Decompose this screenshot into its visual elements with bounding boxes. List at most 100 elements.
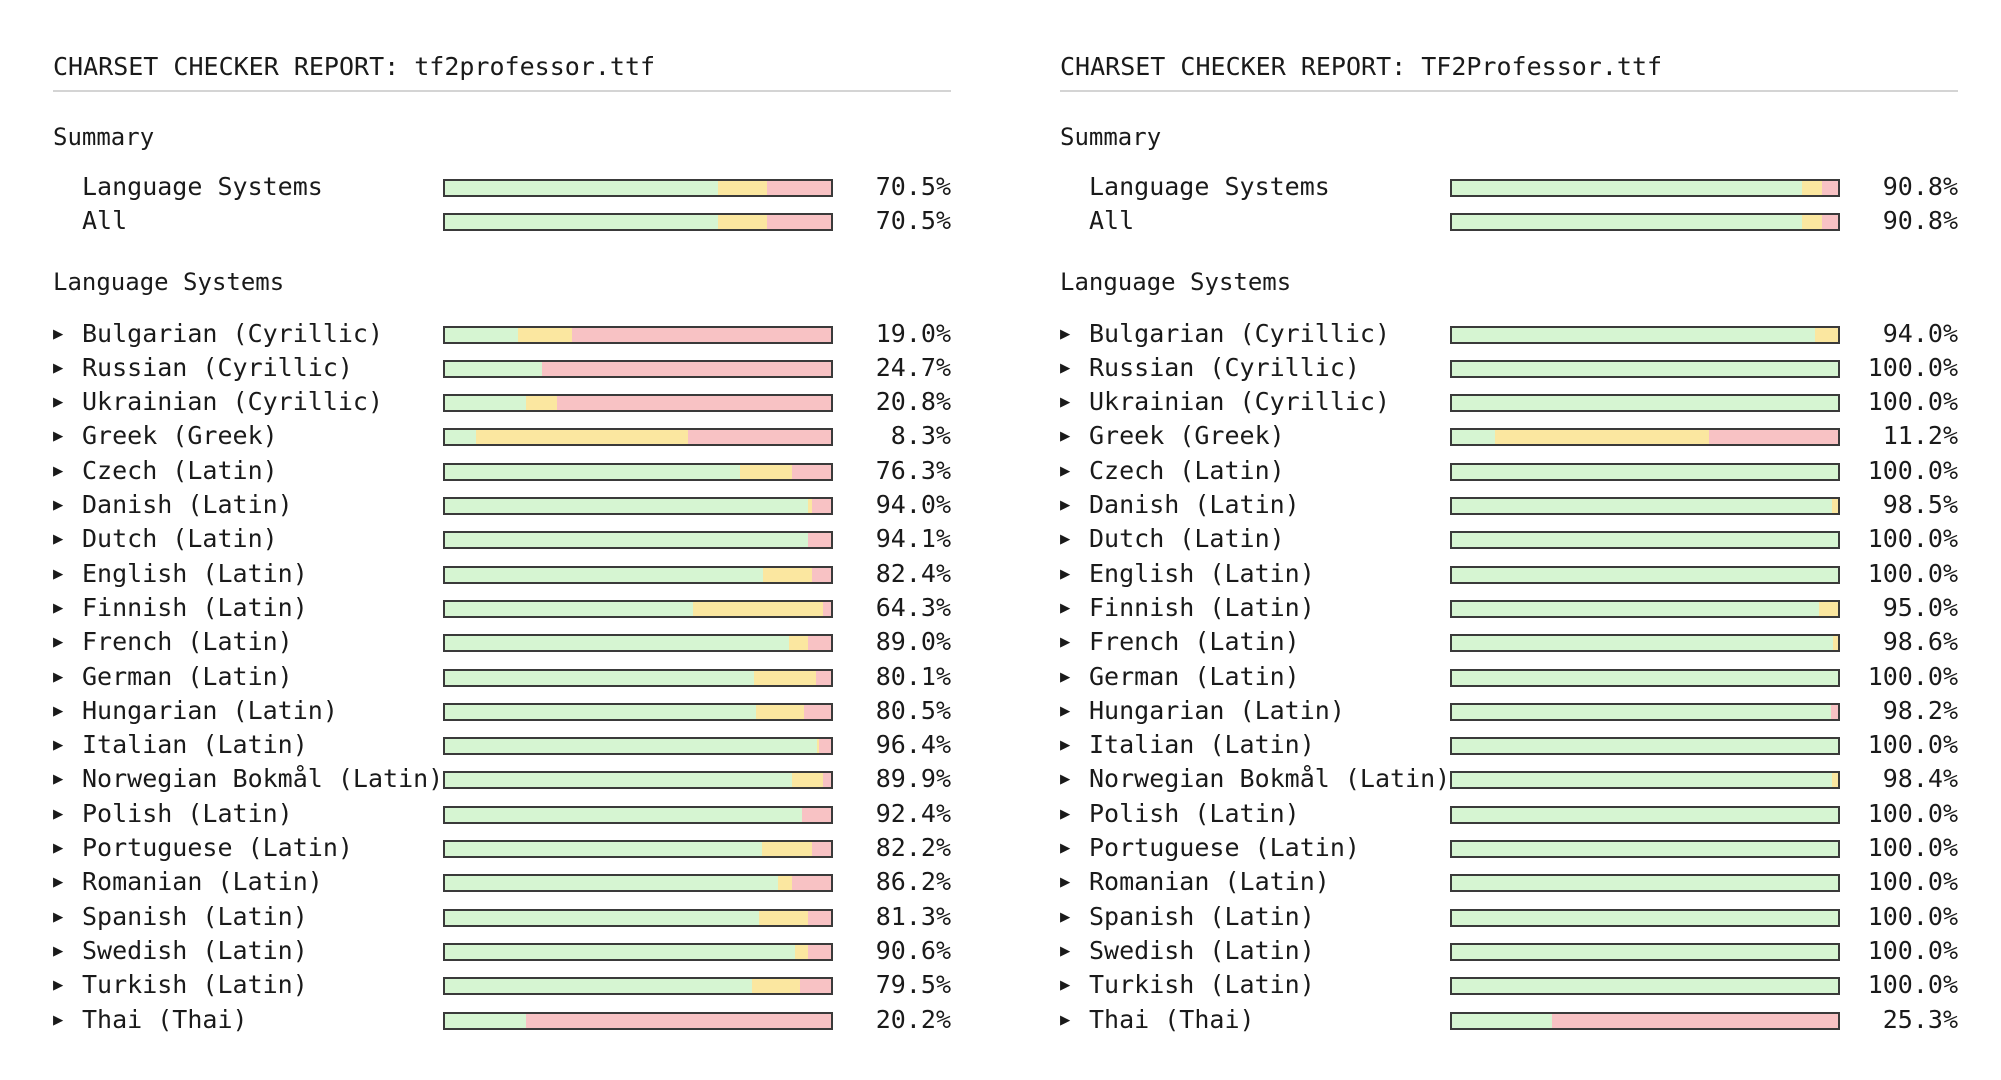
language-row[interactable]: ▶ Finnish (Latin) 64.3% <box>53 591 951 625</box>
language-row[interactable]: ▶ Danish (Latin) 94.0% <box>53 488 951 522</box>
triangle-right-icon[interactable]: ▶ <box>1060 563 1071 584</box>
triangle-right-icon[interactable]: ▶ <box>53 735 64 756</box>
triangle-right-icon[interactable]: ▶ <box>1060 495 1071 516</box>
triangle-right-icon[interactable]: ▶ <box>1060 1009 1071 1030</box>
language-row[interactable]: ▶ Norwegian Bokmål (Latin) 89.9% <box>53 762 951 796</box>
language-row[interactable]: ▶ Romanian (Latin) 86.2% <box>53 865 951 899</box>
language-row[interactable]: ▶ Thai (Thai) 25.3% <box>1060 1003 1958 1037</box>
triangle-right-icon[interactable]: ▶ <box>1060 940 1071 961</box>
triangle-right-icon[interactable]: ▶ <box>1060 323 1071 344</box>
triangle-right-icon[interactable]: ▶ <box>1060 769 1071 790</box>
language-row[interactable]: ▶ Portuguese (Latin) 82.2% <box>53 831 951 865</box>
triangle-right-icon[interactable]: ▶ <box>53 872 64 893</box>
language-row[interactable]: ▶ German (Latin) 100.0% <box>1060 660 1958 694</box>
triangle-right-icon[interactable]: ▶ <box>1060 666 1071 687</box>
language-row[interactable]: ▶ French (Latin) 98.6% <box>1060 625 1958 659</box>
triangle-right-icon[interactable]: ▶ <box>53 597 64 618</box>
triangle-right-icon[interactable]: ▶ <box>53 975 64 996</box>
language-row[interactable]: ▶ English (Latin) 82.4% <box>53 557 951 591</box>
coverage-complete-segment <box>445 944 795 959</box>
triangle-right-icon[interactable]: ▶ <box>53 460 64 481</box>
coverage-complete-segment <box>445 533 809 548</box>
triangle-right-icon[interactable]: ▶ <box>53 426 64 447</box>
language-row[interactable]: ▶ French (Latin) 89.0% <box>53 625 951 659</box>
language-row[interactable]: ▶ Hungarian (Latin) 98.2% <box>1060 694 1958 728</box>
coverage-partial-segment <box>1832 636 1838 651</box>
coverage-bar <box>443 634 833 653</box>
language-row[interactable]: ▶ Romanian (Latin) 100.0% <box>1060 865 1958 899</box>
language-row[interactable]: ▶ Greek (Greek) 8.3% <box>53 419 951 453</box>
language-row[interactable]: ▶ Thai (Thai) 20.2% <box>53 1003 951 1037</box>
coverage-percent: 80.5% <box>875 695 951 725</box>
language-row[interactable]: ▶ Ukrainian (Cyrillic) 100.0% <box>1060 385 1958 419</box>
language-row[interactable]: ▶ Dutch (Latin) 100.0% <box>1060 522 1958 556</box>
triangle-right-icon[interactable]: ▶ <box>1060 392 1071 413</box>
triangle-right-icon[interactable]: ▶ <box>1060 803 1071 824</box>
row-label: Language Systems <box>82 172 323 201</box>
coverage-bar <box>1450 394 1840 413</box>
language-row[interactable]: ▶ Norwegian Bokmål (Latin) 98.4% <box>1060 762 1958 796</box>
coverage-complete-segment <box>445 773 792 788</box>
coverage-bar <box>1450 179 1840 197</box>
language-row[interactable]: ▶ Turkish (Latin) 100.0% <box>1060 968 1958 1002</box>
language-row[interactable]: ▶ Hungarian (Latin) 80.5% <box>53 694 951 728</box>
triangle-right-icon[interactable]: ▶ <box>53 803 64 824</box>
language-row[interactable]: ▶ Polish (Latin) 100.0% <box>1060 797 1958 831</box>
language-row[interactable]: ▶ Ukrainian (Cyrillic) 20.8% <box>53 385 951 419</box>
triangle-right-icon[interactable]: ▶ <box>1060 632 1071 653</box>
language-row[interactable]: ▶ Portuguese (Latin) 100.0% <box>1060 831 1958 865</box>
language-row[interactable]: ▶ Swedish (Latin) 100.0% <box>1060 934 1958 968</box>
language-row[interactable]: ▶ Swedish (Latin) 90.6% <box>53 934 951 968</box>
language-row[interactable]: ▶ Turkish (Latin) 79.5% <box>53 968 951 1002</box>
row-label: Russian (Cyrillic) <box>1089 352 1360 382</box>
triangle-right-icon[interactable]: ▶ <box>53 906 64 927</box>
triangle-right-icon[interactable]: ▶ <box>1060 872 1071 893</box>
triangle-right-icon[interactable]: ▶ <box>53 529 64 550</box>
row-label: Thai (Thai) <box>1089 1004 1255 1034</box>
language-row[interactable]: ▶ Russian (Cyrillic) 100.0% <box>1060 351 1958 385</box>
triangle-right-icon[interactable]: ▶ <box>53 940 64 961</box>
coverage-percent: 98.6% <box>1882 627 1958 657</box>
row-label: German (Latin) <box>82 661 293 691</box>
language-row[interactable]: ▶ Spanish (Latin) 100.0% <box>1060 900 1958 934</box>
language-row[interactable]: ▶ Finnish (Latin) 95.0% <box>1060 591 1958 625</box>
language-row[interactable]: ▶ Danish (Latin) 98.5% <box>1060 488 1958 522</box>
triangle-right-icon[interactable]: ▶ <box>53 357 64 378</box>
triangle-right-icon[interactable]: ▶ <box>53 323 64 344</box>
language-row[interactable]: ▶ Bulgarian (Cyrillic) 19.0% <box>53 317 951 351</box>
triangle-right-icon[interactable]: ▶ <box>1060 975 1071 996</box>
language-row[interactable]: ▶ Czech (Latin) 100.0% <box>1060 454 1958 488</box>
triangle-right-icon[interactable]: ▶ <box>53 632 64 653</box>
triangle-right-icon[interactable]: ▶ <box>1060 597 1071 618</box>
language-row[interactable]: ▶ Czech (Latin) 76.3% <box>53 454 951 488</box>
triangle-right-icon[interactable]: ▶ <box>53 563 64 584</box>
language-row[interactable]: ▶ Polish (Latin) 92.4% <box>53 797 951 831</box>
language-row[interactable]: ▶ Spanish (Latin) 81.3% <box>53 900 951 934</box>
language-row[interactable]: ▶ Italian (Latin) 96.4% <box>53 728 951 762</box>
triangle-right-icon[interactable]: ▶ <box>1060 906 1071 927</box>
language-row[interactable]: ▶ English (Latin) 100.0% <box>1060 557 1958 591</box>
triangle-right-icon[interactable]: ▶ <box>1060 529 1071 550</box>
triangle-right-icon[interactable]: ▶ <box>53 769 64 790</box>
triangle-right-icon[interactable]: ▶ <box>53 666 64 687</box>
language-row[interactable]: ▶ Russian (Cyrillic) 24.7% <box>53 351 951 385</box>
triangle-right-icon[interactable]: ▶ <box>1060 426 1071 447</box>
triangle-right-icon[interactable]: ▶ <box>1060 357 1071 378</box>
coverage-missing-segment <box>541 361 831 376</box>
triangle-right-icon[interactable]: ▶ <box>53 838 64 859</box>
triangle-right-icon[interactable]: ▶ <box>1060 700 1071 721</box>
coverage-percent: 100.0% <box>1867 352 1958 382</box>
language-row[interactable]: ▶ German (Latin) 80.1% <box>53 660 951 694</box>
coverage-complete-segment <box>445 704 756 719</box>
language-row[interactable]: ▶ Italian (Latin) 100.0% <box>1060 728 1958 762</box>
triangle-right-icon[interactable]: ▶ <box>53 1009 64 1030</box>
language-row[interactable]: ▶ Dutch (Latin) 94.1% <box>53 522 951 556</box>
language-row[interactable]: ▶ Greek (Greek) 11.2% <box>1060 419 1958 453</box>
triangle-right-icon[interactable]: ▶ <box>1060 838 1071 859</box>
triangle-right-icon[interactable]: ▶ <box>53 700 64 721</box>
triangle-right-icon[interactable]: ▶ <box>53 392 64 413</box>
triangle-right-icon[interactable]: ▶ <box>53 495 64 516</box>
language-row[interactable]: ▶ Bulgarian (Cyrillic) 94.0% <box>1060 317 1958 351</box>
triangle-right-icon[interactable]: ▶ <box>1060 460 1071 481</box>
triangle-right-icon[interactable]: ▶ <box>1060 735 1071 756</box>
